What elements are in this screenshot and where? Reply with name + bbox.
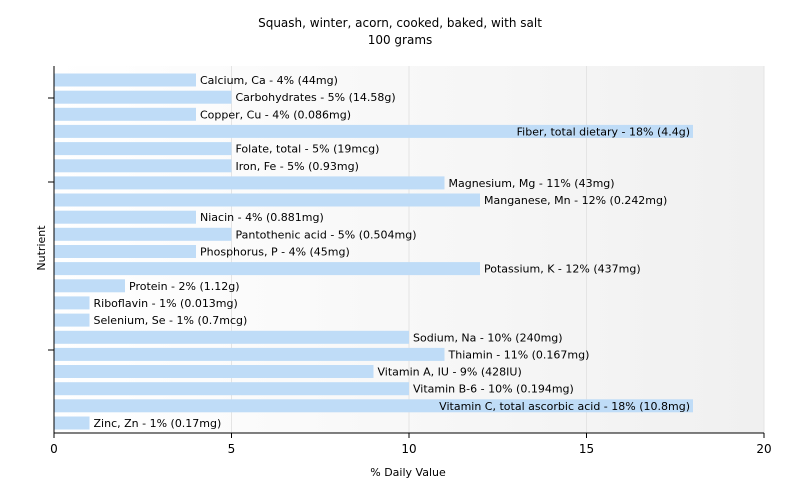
bar-label: Phosphorus, P - 4% (45mg) bbox=[200, 246, 350, 259]
bar bbox=[54, 382, 409, 396]
bar-label: Iron, Fe - 5% (0.93mg) bbox=[236, 160, 359, 173]
x-tick-label: 20 bbox=[756, 442, 771, 456]
bar-label: Vitamin A, IU - 9% (428IU) bbox=[378, 366, 522, 379]
bar bbox=[54, 159, 232, 173]
bar bbox=[54, 365, 374, 378]
axes: 0 5 10 15 20 bbox=[48, 66, 772, 456]
x-tick-label: 0 bbox=[50, 442, 58, 456]
x-tick-label: 10 bbox=[401, 442, 416, 456]
bar-label: Manganese, Mn - 12% (0.242mg) bbox=[484, 194, 667, 207]
x-tick-label: 5 bbox=[228, 442, 236, 456]
bars: Calcium, Ca - 4% (44mg) Carbohydrates - 5… bbox=[54, 73, 693, 430]
bar-label: Protein - 2% (1.12g) bbox=[129, 280, 240, 293]
bar-label: Selenium, Se - 1% (0.7mcg) bbox=[94, 314, 248, 327]
chart-subtitle: 100 grams bbox=[368, 33, 433, 47]
bar-label: Vitamin B-6 - 10% (0.194mg) bbox=[413, 383, 574, 396]
bar bbox=[54, 296, 90, 310]
bar bbox=[54, 90, 232, 104]
x-tick-label: 15 bbox=[579, 442, 594, 456]
bar-label: Copper, Cu - 4% (0.086mg) bbox=[200, 108, 351, 121]
bar-label: Folate, total - 5% (19mcg) bbox=[236, 143, 380, 156]
bar bbox=[54, 262, 480, 276]
bar-label: Carbohydrates - 5% (14.58g) bbox=[236, 91, 396, 104]
bar bbox=[54, 142, 232, 156]
bar-label: Thiamin - 11% (0.167mg) bbox=[448, 348, 590, 361]
bar bbox=[54, 416, 90, 430]
y-axis-label: Nutrient bbox=[35, 225, 48, 271]
bar-label: Potassium, K - 12% (437mg) bbox=[484, 263, 641, 276]
bar-label: Sodium, Na - 10% (240mg) bbox=[413, 331, 563, 344]
bar-label: Calcium, Ca - 4% (44mg) bbox=[200, 74, 338, 87]
bar-label: Riboflavin - 1% (0.013mg) bbox=[94, 297, 238, 310]
bar bbox=[54, 227, 232, 241]
bar-label: Niacin - 4% (0.881mg) bbox=[200, 211, 324, 224]
bar bbox=[54, 193, 480, 207]
bar bbox=[54, 279, 125, 293]
bar bbox=[54, 313, 90, 327]
bar bbox=[54, 176, 445, 190]
bar bbox=[54, 330, 409, 344]
bar bbox=[54, 347, 445, 361]
bar-label: Zinc, Zn - 1% (0.17mg) bbox=[94, 417, 222, 430]
bar-label: Pantothenic acid - 5% (0.504mg) bbox=[236, 228, 417, 241]
bar bbox=[54, 245, 196, 258]
bar bbox=[54, 399, 693, 413]
bar bbox=[54, 210, 196, 224]
bar bbox=[54, 73, 196, 87]
bar bbox=[54, 107, 196, 121]
bar-label: Magnesium, Mg - 11% (43mg) bbox=[449, 177, 615, 190]
bar-label: Fiber, total dietary - 18% (4.4g) bbox=[517, 125, 690, 138]
bar bbox=[54, 124, 693, 138]
chart-title: Squash, winter, acorn, cooked, baked, wi… bbox=[258, 16, 542, 30]
bar-label: Vitamin C, total ascorbic acid - 18% (10… bbox=[439, 400, 690, 413]
x-axis-label: % Daily Value bbox=[370, 466, 446, 479]
